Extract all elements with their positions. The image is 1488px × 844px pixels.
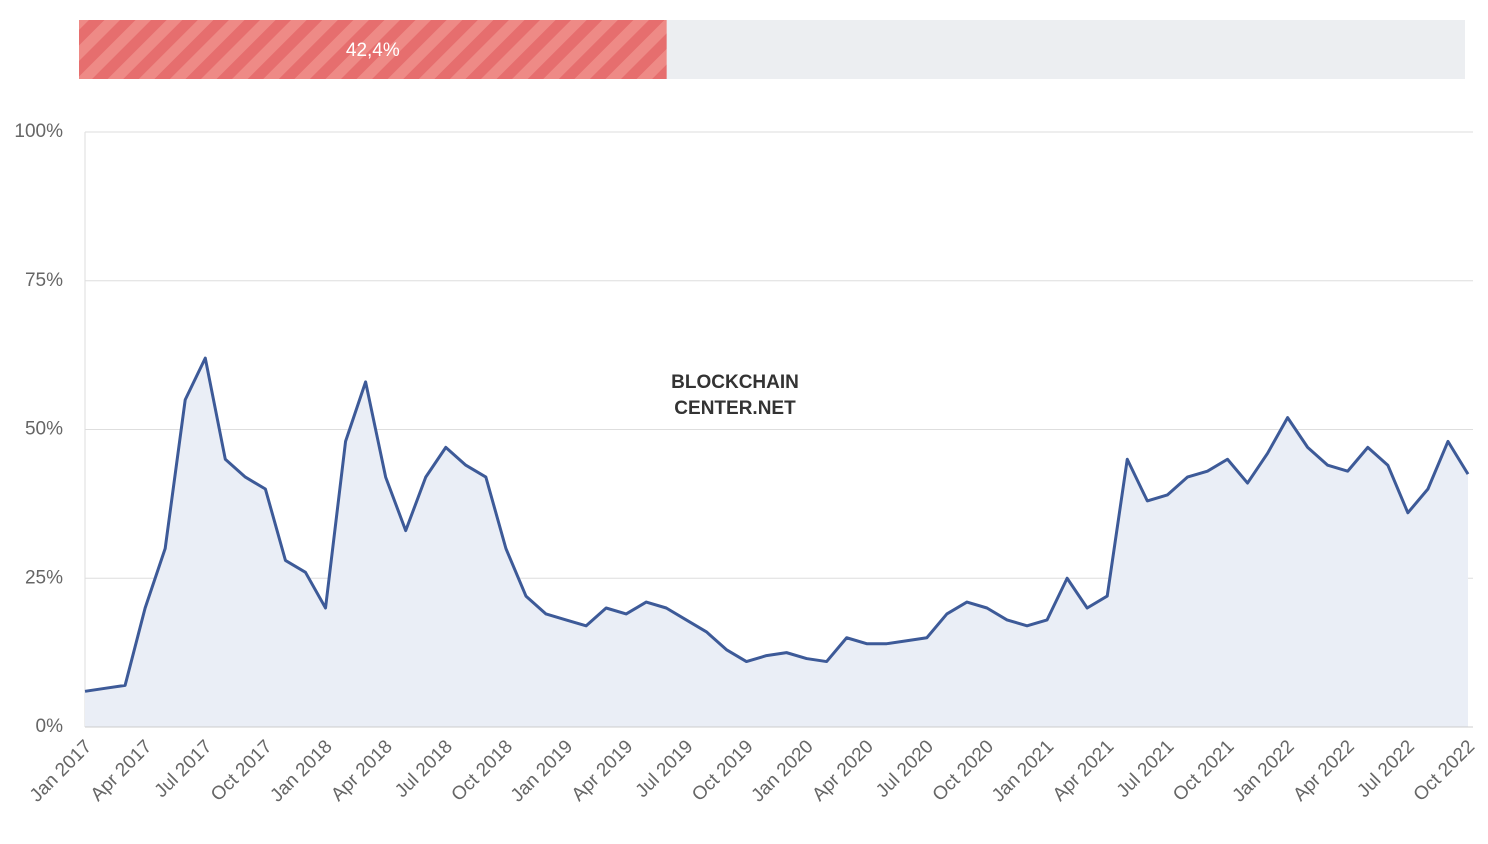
x-tick-label: Oct 2017 [207,736,276,805]
x-tick-label: Jul 2019 [632,736,698,802]
watermark: CENTER.NET [674,398,796,419]
x-tick-label: Apr 2017 [87,736,156,805]
x-tick-label: Jan 2020 [748,736,818,806]
x-tick-label: Jan 2022 [1229,736,1299,806]
x-tick-label: Apr 2018 [327,736,396,805]
progress-fill [79,20,667,79]
y-tick-label: 75% [25,270,63,291]
chart: 0% 25% 50% 75% 100% BLOCKCHAIN CENTER.NET Jan 2… [14,121,1479,806]
watermark: BLOCKCHAIN [671,372,799,393]
x-tick-label: Jul 2020 [872,736,938,802]
x-tick-label: Jan 2021 [988,736,1058,806]
x-tick-label: Jan 2018 [266,736,336,806]
x-tick-label: Apr 2019 [568,736,637,805]
x-tick-label: Oct 2022 [1410,736,1479,805]
y-tick-label: 0% [36,716,64,737]
x-tick-label: Oct 2018 [448,736,517,805]
line [84,356,1470,693]
x-tick-label: Jul 2018 [391,736,457,802]
x-tick-label: Apr 2020 [808,736,877,805]
area [85,358,1468,727]
x-tick-label: Oct 2021 [1169,736,1238,805]
y-tick-label: 50% [25,419,63,440]
x-tick-label: Oct 2019 [688,736,757,805]
progress: 42,4% [79,20,667,79]
x-tick-label: Jul 2017 [151,736,217,802]
x-tick-label: Oct 2020 [929,736,998,805]
x-tick-label: Apr 2021 [1049,736,1118,805]
x-tick-label: Jul 2021 [1113,736,1179,802]
x-tick-label: Apr 2022 [1289,736,1358,805]
y-tick-label: 25% [25,567,63,588]
y-tick-label: 100% [14,121,63,142]
x-tick-label: Jan 2017 [26,736,96,806]
x-tick-label: Jan 2019 [507,736,577,806]
x-tick-label: Jul 2022 [1353,736,1419,802]
progress-label: 42,4% [346,40,400,61]
